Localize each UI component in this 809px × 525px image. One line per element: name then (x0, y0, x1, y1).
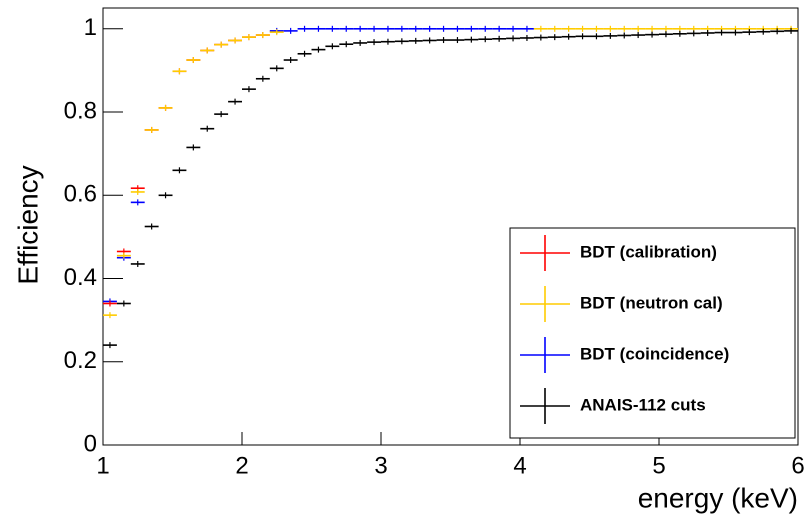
y-tick-label: 0.6 (64, 181, 97, 208)
x-tick-label: 4 (513, 452, 526, 479)
legend-box (509, 227, 796, 439)
legend-label: BDT (calibration) (580, 242, 717, 261)
x-axis-title: energy (keV) (638, 482, 798, 513)
x-tick-label: 2 (235, 452, 248, 479)
y-tick-label: 0.4 (64, 264, 97, 291)
x-tick-label: 5 (652, 452, 665, 479)
y-tick-label: 0 (84, 430, 97, 457)
x-tick-label: 6 (791, 452, 804, 479)
legend-label: BDT (neutron cal) (580, 293, 723, 312)
series (103, 25, 534, 305)
plot-frame (102, 7, 799, 446)
series (103, 32, 270, 307)
y-tick-label: 0.2 (64, 347, 97, 374)
y-tick-label: 0.8 (64, 97, 97, 124)
x-tick-label: 3 (374, 452, 387, 479)
y-tick-label: 1 (84, 14, 97, 41)
legend-label: BDT (coincidence) (580, 344, 729, 363)
x-tick-label: 1 (96, 452, 109, 479)
legend-label: ANAIS-112 cuts (580, 395, 706, 414)
y-axis-title: Efficiency (12, 165, 43, 284)
series (103, 27, 798, 349)
